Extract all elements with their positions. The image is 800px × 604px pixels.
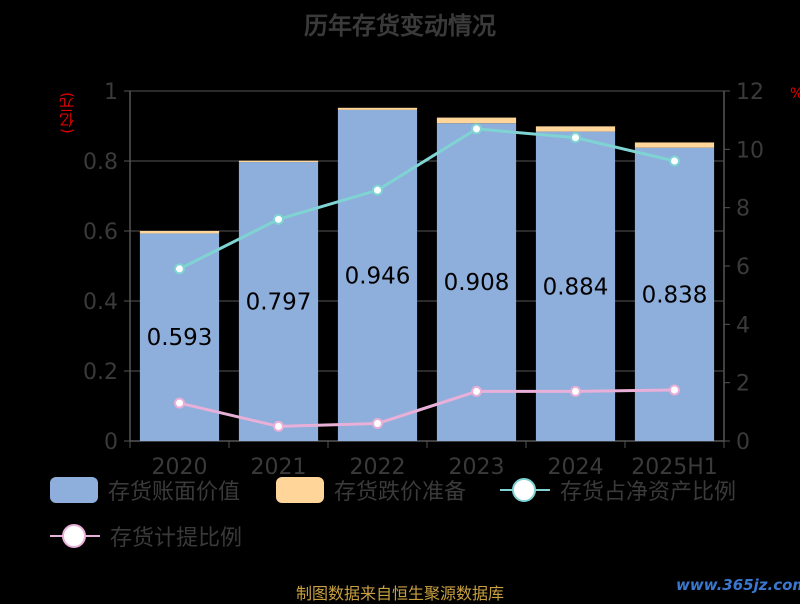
bar-reserve: [238, 160, 319, 163]
x-axis-tick-label: 2022: [350, 455, 406, 480]
bar-reserve: [436, 117, 517, 124]
bar-value-label: 0.884: [543, 274, 609, 300]
watermark: www.365jz.com: [676, 576, 800, 594]
x-axis-tick-label: 2023: [449, 455, 505, 480]
legend-item-provision-ratio[interactable]: 存货计提比例: [50, 518, 242, 554]
right-axis-tick-label: 0: [736, 430, 750, 455]
bar-book-value: [238, 162, 319, 442]
point-net-asset-ratio: [174, 263, 185, 275]
line-net-asset-ratio: [178, 127, 675, 271]
left-axis-tick-label: 0.2: [83, 360, 118, 385]
bar-value-label: 0.797: [246, 290, 312, 316]
point-provision-ratio: [273, 420, 284, 432]
right-axis-tick-label: 10: [736, 138, 764, 163]
point-net-asset-ratio: [669, 155, 680, 167]
x-axis-tick-label: 2025H1: [631, 455, 718, 480]
point-provision-ratio: [372, 418, 383, 429]
left-axis-tick-label: 0.4: [83, 290, 118, 315]
left-axis-tick-label: 1: [104, 80, 118, 105]
x-axis-tick-label: 2020: [152, 455, 208, 480]
right-axis-tick-label: 2: [736, 372, 750, 397]
point-provision-ratio: [570, 385, 581, 397]
point-provision-ratio: [471, 385, 482, 397]
legend-swatch-reserve: [276, 477, 324, 503]
right-axis-tick-label: 6: [736, 255, 750, 280]
x-axis-tick-label: 2021: [251, 455, 307, 480]
left-axis-tick-label: 0: [104, 430, 118, 455]
chart-title: 历年存货变动情况: [304, 12, 496, 40]
point-net-asset-ratio: [471, 123, 482, 135]
legend-label-book-value: 存货账面价值: [108, 480, 241, 505]
legend-item-net-asset-ratio[interactable]: 存货占净资产比例: [500, 472, 736, 508]
bar-reserve: [634, 142, 715, 148]
legend-item-reserve[interactable]: 存货跌价准备: [276, 472, 466, 508]
right-axis-unit: %: [790, 86, 800, 102]
line-provision-ratio: [179, 388, 675, 428]
point-net-asset-ratio: [372, 184, 383, 196]
point-provision-ratio: [669, 384, 680, 396]
legend-label-net-asset-ratio: 存货占净资产比例: [560, 480, 737, 505]
left-axis-tick-label: 0.8: [83, 150, 118, 175]
x-axis-tick-label: 2024: [548, 455, 604, 480]
bar-book-value: [337, 109, 418, 442]
point-net-asset-ratio: [273, 213, 284, 225]
bar-value-label: 0.946: [345, 263, 411, 289]
right-axis-tick-label: 12: [736, 80, 764, 105]
point-net-asset-ratio: [570, 132, 581, 144]
bar-reserve: [139, 231, 220, 234]
bar-reserve: [535, 126, 616, 132]
bar-reserve: [337, 107, 418, 110]
bar-value-label: 0.838: [642, 282, 708, 308]
bar-value-label: 0.593: [147, 325, 213, 351]
left-axis-tick-label: 0.6: [83, 220, 118, 245]
legend-label-provision-ratio: 存货计提比例: [110, 526, 243, 551]
bar-value-label: 0.908: [444, 270, 510, 296]
legend-label-reserve: 存货跌价准备: [334, 480, 467, 505]
legend-item-book-value[interactable]: 存货账面价值: [50, 472, 240, 508]
point-provision-ratio: [174, 397, 185, 409]
legend-marker-provision-ratio: [50, 523, 100, 549]
data-source-footer: 制图数据来自恒生聚源数据库: [295, 584, 504, 603]
right-axis-tick-label: 4: [736, 313, 750, 338]
legend-swatch-book-value: [50, 477, 98, 503]
right-axis-tick-label: 8: [736, 197, 750, 222]
legend-marker-net-asset-ratio: [500, 477, 550, 503]
